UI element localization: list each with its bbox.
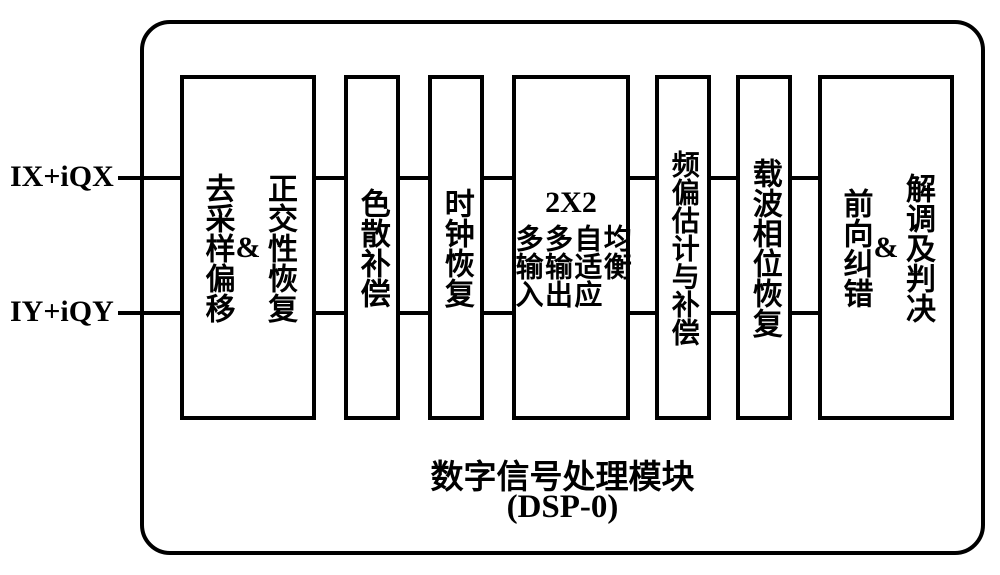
input-line-top [118, 176, 180, 180]
connector-b3-b4-0 [484, 176, 512, 180]
ampersand-b1: & [235, 231, 262, 265]
block-col2-b4: 自适应 [571, 224, 600, 308]
ampersand-b7: & [873, 231, 900, 265]
connector-b3-b4-1 [484, 311, 512, 315]
block-col1-b4: 多输出 [542, 224, 571, 308]
block-b4: 2X2多输入多输出自适应均衡 [512, 75, 630, 420]
block-text-b6: 载波相位恢复 [748, 79, 780, 416]
connector-b5-b6-1 [711, 311, 736, 315]
block-b5: 频偏估计与补偿 [655, 75, 711, 420]
connector-b5-b6-0 [711, 176, 736, 180]
block-col2-b7: 解调及判决 [902, 79, 934, 416]
connector-b4-b5-0 [630, 176, 655, 180]
block-text-b3: 时钟恢复 [440, 79, 472, 416]
block-b3: 时钟恢复 [428, 75, 484, 420]
connector-b2-b3-1 [400, 311, 428, 315]
block-b2: 色散补偿 [344, 75, 400, 420]
connector-b6-b7-1 [792, 311, 818, 315]
block-b6: 载波相位恢复 [736, 75, 792, 420]
block-col3-b4: 均衡 [600, 224, 629, 280]
input-label-top: IX+iQX [10, 160, 114, 194]
block-col0-b4: 多输入 [512, 224, 541, 308]
block-b1: 去采样偏移&正交性恢复 [180, 75, 316, 420]
input-label-bottom: IY+iQY [10, 295, 114, 329]
block-text-b2: 色散补偿 [356, 79, 388, 416]
block-b7: 前向纠错&解调及判决 [818, 75, 954, 420]
connector-b1-b2-1 [316, 311, 344, 315]
block-col2-b1: 正交性恢复 [264, 79, 296, 416]
block-topline-b4: 2X2 [545, 188, 597, 218]
input-line-bottom [118, 311, 180, 315]
connector-b6-b7-0 [792, 176, 818, 180]
connector-b4-b5-1 [630, 311, 655, 315]
connector-b1-b2-0 [316, 176, 344, 180]
connector-b2-b3-0 [400, 176, 428, 180]
block-text-b5: 频偏估计与补偿 [668, 79, 697, 416]
block-col1-b7: 前向纠错 [839, 79, 871, 416]
caption-line2: (DSP-0) [140, 489, 985, 526]
block-col1-b1: 去采样偏移 [201, 79, 233, 416]
